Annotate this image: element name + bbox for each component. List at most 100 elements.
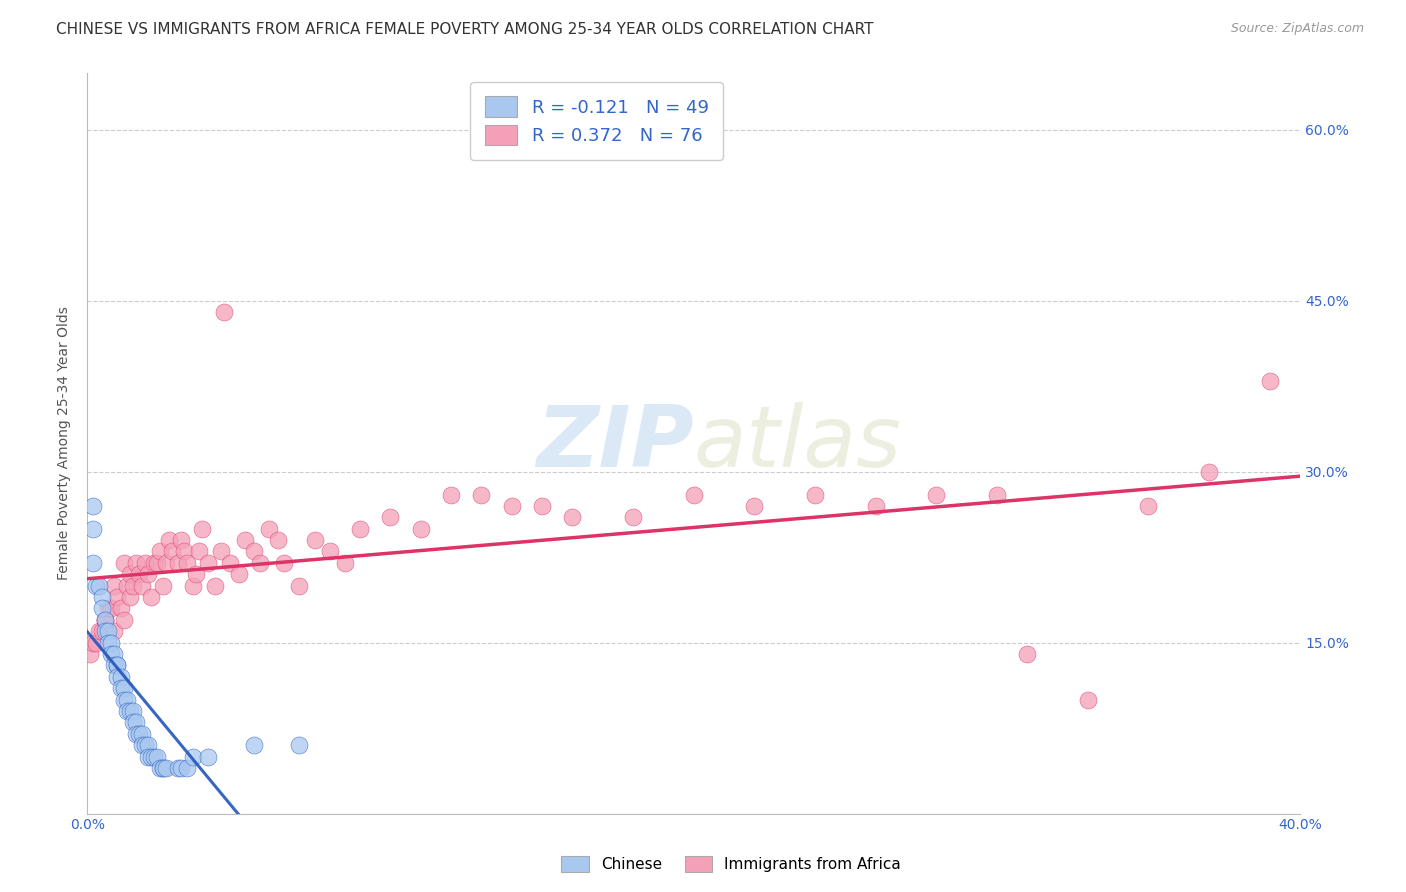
Point [181,749,204,764]
Point [170,533,193,547]
Point [112,681,135,696]
Point [1198,465,1220,479]
Point [1137,499,1160,513]
Point [501,499,523,513]
Point [170,761,193,775]
Point [128,727,150,741]
Point [110,670,132,684]
Point [84,635,107,649]
Point [103,579,125,593]
Point [97,624,120,639]
Point [110,681,132,696]
Point [118,567,141,582]
Point [186,567,208,582]
Point [94,613,117,627]
Point [986,487,1008,501]
Point [621,510,644,524]
Point [155,556,177,570]
Point [561,510,583,524]
Point [107,658,129,673]
Point [470,487,492,501]
Point [131,727,153,741]
Point [218,556,240,570]
Point [204,579,226,593]
Point [197,556,219,570]
Point [115,692,138,706]
Point [139,590,162,604]
Point [91,601,114,615]
Point [97,635,120,649]
Point [97,601,120,615]
Point [82,556,104,570]
Point [121,579,143,593]
Point [925,487,948,501]
Point [121,715,143,730]
Point [1077,692,1099,706]
Point [149,544,172,558]
Point [167,556,190,570]
Point [146,556,169,570]
Point [79,647,101,661]
Point [107,670,129,684]
Point [136,749,159,764]
Point [94,624,117,639]
Point [188,544,211,558]
Point [136,567,159,582]
Point [288,738,311,752]
Point [530,499,553,513]
Y-axis label: Female Poverty Among 25-34 Year Olds: Female Poverty Among 25-34 Year Olds [58,306,72,580]
Point [319,544,342,558]
Point [804,487,827,501]
Point [409,522,432,536]
Point [121,704,143,718]
Point [228,567,250,582]
Point [173,544,195,558]
Point [682,487,704,501]
Point [84,579,107,593]
Point [146,749,169,764]
Point [152,761,174,775]
Point [107,658,129,673]
Point [249,556,271,570]
Point [257,522,280,536]
Point [89,624,111,639]
Point [142,749,165,764]
Point [124,556,146,570]
Point [107,590,129,604]
Point [100,635,122,649]
Point [100,601,122,615]
Point [191,522,214,536]
Point [134,738,156,752]
Point [160,544,183,558]
Text: atlas: atlas [693,401,901,484]
Point [131,738,153,752]
Point [142,556,165,570]
Point [149,761,172,775]
Point [91,590,114,604]
Point [112,692,135,706]
Legend: Chinese, Immigrants from Africa: Chinese, Immigrants from Africa [554,848,908,880]
Point [82,522,104,536]
Point [136,738,159,752]
Point [349,522,371,536]
Point [115,704,138,718]
Point [209,544,232,558]
Point [124,715,146,730]
Point [1258,374,1281,388]
Point [865,499,887,513]
Point [94,613,117,627]
Point [440,487,463,501]
Legend: R = -0.121   N = 49, R = 0.372   N = 76: R = -0.121 N = 49, R = 0.372 N = 76 [470,82,723,160]
Point [267,533,290,547]
Point [304,533,326,547]
Point [176,761,198,775]
Point [103,624,125,639]
Point [103,658,125,673]
Point [118,590,141,604]
Point [155,761,177,775]
Point [152,579,174,593]
Point [131,579,153,593]
Point [89,579,111,593]
Text: ZIP: ZIP [536,401,693,484]
Point [243,738,266,752]
